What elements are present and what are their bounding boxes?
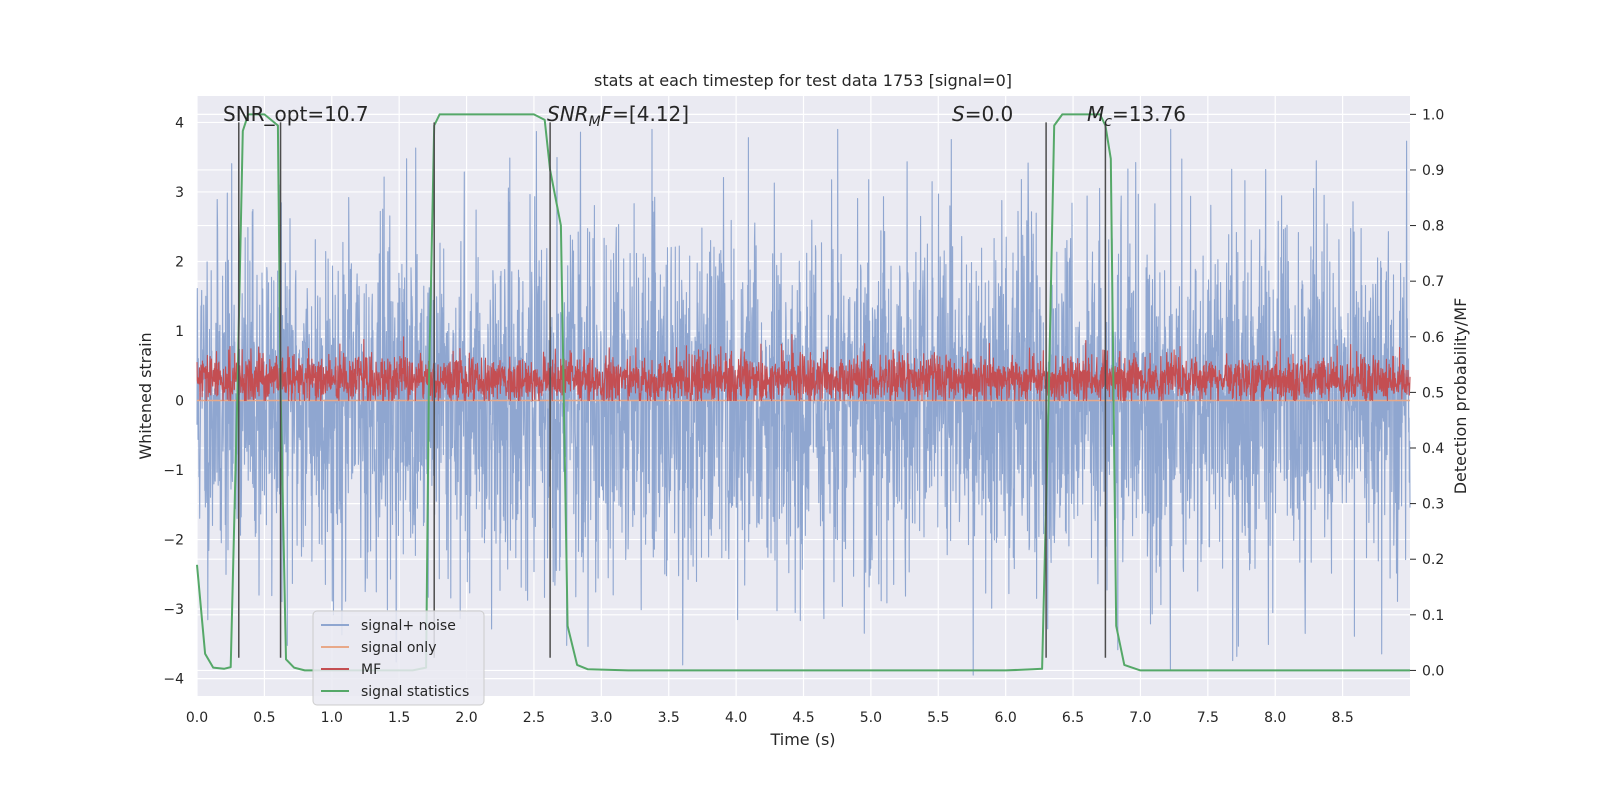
vertical-markers [238,122,1107,658]
x-tick-label-0: 0.0 [186,710,208,726]
y-right-tick-label-7: 0.7 [1422,274,1444,290]
x-tick-label-1: 0.5 [253,710,275,726]
x-tick-label-10: 5.0 [860,710,882,726]
x-tick-label-7: 3.5 [658,710,680,726]
y-tick-label-8: 4 [175,115,184,131]
series-line-0 [196,128,1411,676]
x-tick-label-5: 2.5 [523,710,545,726]
annotation-snr-opt: SNR_opt=10.7 [223,102,369,126]
series-line-3 [196,113,1410,672]
legend-label-signal-noise: signal+ noise [361,618,456,634]
x-tick-label-14: 7.0 [1129,710,1151,726]
chart-title: stats at each timestep for test data 175… [594,71,1012,90]
annotations: SNR_opt=10.7 SNRMF=[4.12] S=0.0 Mc=13.76 [223,102,1186,130]
x-tick-label-2: 1.0 [321,710,343,726]
y-right-tick-label-8: 0.8 [1422,219,1444,235]
x-axis-label: Time (s) [769,730,835,749]
x-tick-label-12: 6.0 [995,710,1017,726]
x-tick-label-16: 8.0 [1264,710,1286,726]
y-right-tick-label-3: 0.3 [1422,497,1444,513]
legend-label-signal-statistics: signal statistics [361,684,469,700]
legend: signal+ noise signal only MF signal stat… [312,610,485,706]
y-right-tick-label-0: 0.0 [1422,663,1444,679]
y-tick-label-4: 0 [175,394,184,410]
annotation-s-value: S=0.0 [952,102,1013,126]
y-axis-ticks: −4 −3 −2 −1 0 1 2 3 4 [163,115,184,687]
y-axis-label: Whitened strain [136,332,155,459]
x-tick-label-6: 3.0 [590,710,612,726]
y-tick-label-6: 2 [175,254,184,270]
y-right-tick-label-6: 0.6 [1422,330,1444,346]
x-tick-label-9: 4.5 [792,710,814,726]
legend-label-mf: MF [361,662,381,678]
y-tick-label-0: −4 [163,672,184,688]
y-tick-label-2: −2 [163,533,184,549]
y-axis-right-ticks: 0.0 0.1 0.2 0.3 0.4 0.5 0.6 0.7 0.8 0.9 1.0 [1410,107,1444,679]
series-layer [196,113,1411,676]
y-right-tick-label-1: 0.1 [1422,608,1444,624]
annotation-mc-value: Mc=13.76 [1087,102,1186,130]
x-tick-label-15: 7.5 [1197,710,1219,726]
x-tick-label-8: 4.0 [725,710,747,726]
y-right-tick-label-5: 0.5 [1422,385,1444,401]
y-right-tick-label-4: 0.4 [1422,441,1444,457]
y-tick-label-1: −3 [163,602,184,618]
series-line-2 [196,333,1411,402]
x-tick-label-11: 5.5 [927,710,949,726]
legend-label-signal-only: signal only [361,640,436,656]
x-tick-label-3: 1.5 [388,710,410,726]
y-tick-label-5: 1 [175,324,184,340]
annotation-snr-mf: SNRMF=[4.12] [547,102,689,130]
legend-box [312,610,485,706]
y-right-tick-label-9: 0.9 [1422,163,1444,179]
x-tick-label-13: 6.5 [1062,710,1084,726]
y-axis-right-label: Detection probability/MF [1451,298,1470,495]
y-right-tick-label-10: 1.0 [1422,107,1444,123]
x-tick-label-17: 8.5 [1331,710,1353,726]
y-tick-label-3: −1 [163,463,184,479]
y-right-tick-label-2: 0.2 [1422,552,1444,568]
y-tick-label-7: 3 [175,185,184,201]
x-tick-label-4: 2.0 [455,710,477,726]
x-axis-ticks: 0.0 0.5 1.0 1.5 2.0 2.5 3.0 3.5 4.0 4.5 5.0 5.5 6.0 6… [186,710,1354,726]
